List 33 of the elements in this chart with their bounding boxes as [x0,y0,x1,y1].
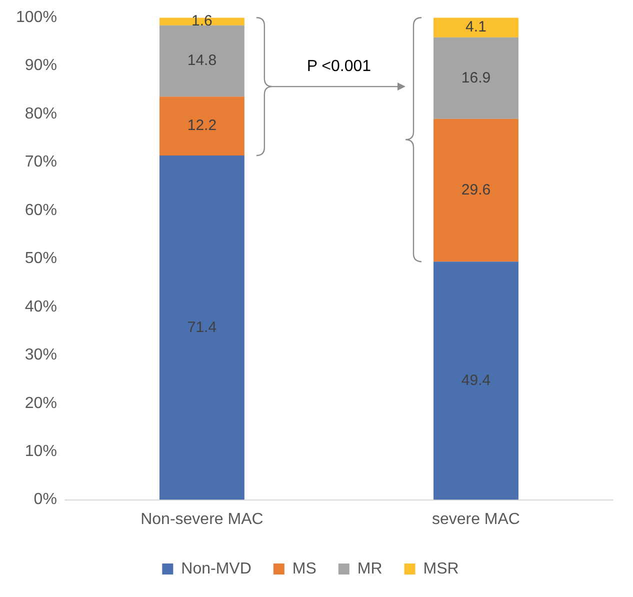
x-tick-label: Non-severe MAC [140,510,264,528]
data-label: 49.4 [461,372,491,389]
y-tick-label: 10% [24,442,57,460]
y-tick-label: 20% [24,394,57,412]
y-tick-label: 0% [34,491,57,508]
data-label: 14.8 [187,52,217,70]
bar [434,37,518,119]
data-label: 29.6 [461,181,491,198]
legend-label: MS [292,560,316,578]
annotation: P <0.001 [306,58,372,75]
data-label: 1.6 [192,12,212,30]
legend-label: MR [357,560,382,578]
y-tick-label: 90% [24,57,57,74]
y-tick-label: 60% [24,202,57,219]
y-tick-label: 50% [24,250,57,268]
bar [434,118,518,262]
legend-label: Non-MVD [181,560,252,578]
data-label: 4.1 [466,18,486,36]
data-label: 12.2 [187,117,217,134]
bar [159,25,244,97]
y-tick-label: 100% [16,9,57,26]
bar [159,96,244,156]
y-tick-label: 80% [24,105,57,122]
y-tick-label: 30% [24,346,57,364]
data-label: 16.9 [461,69,491,86]
bar [159,156,244,500]
bar [434,262,518,500]
bar [434,18,518,38]
data-label: 71.4 [187,318,217,336]
x-tick-label: severe MAC [432,510,520,528]
y-tick-label: 40% [24,298,57,316]
legend-label: MSR [423,560,459,578]
y-tick-label: 70% [24,154,57,171]
